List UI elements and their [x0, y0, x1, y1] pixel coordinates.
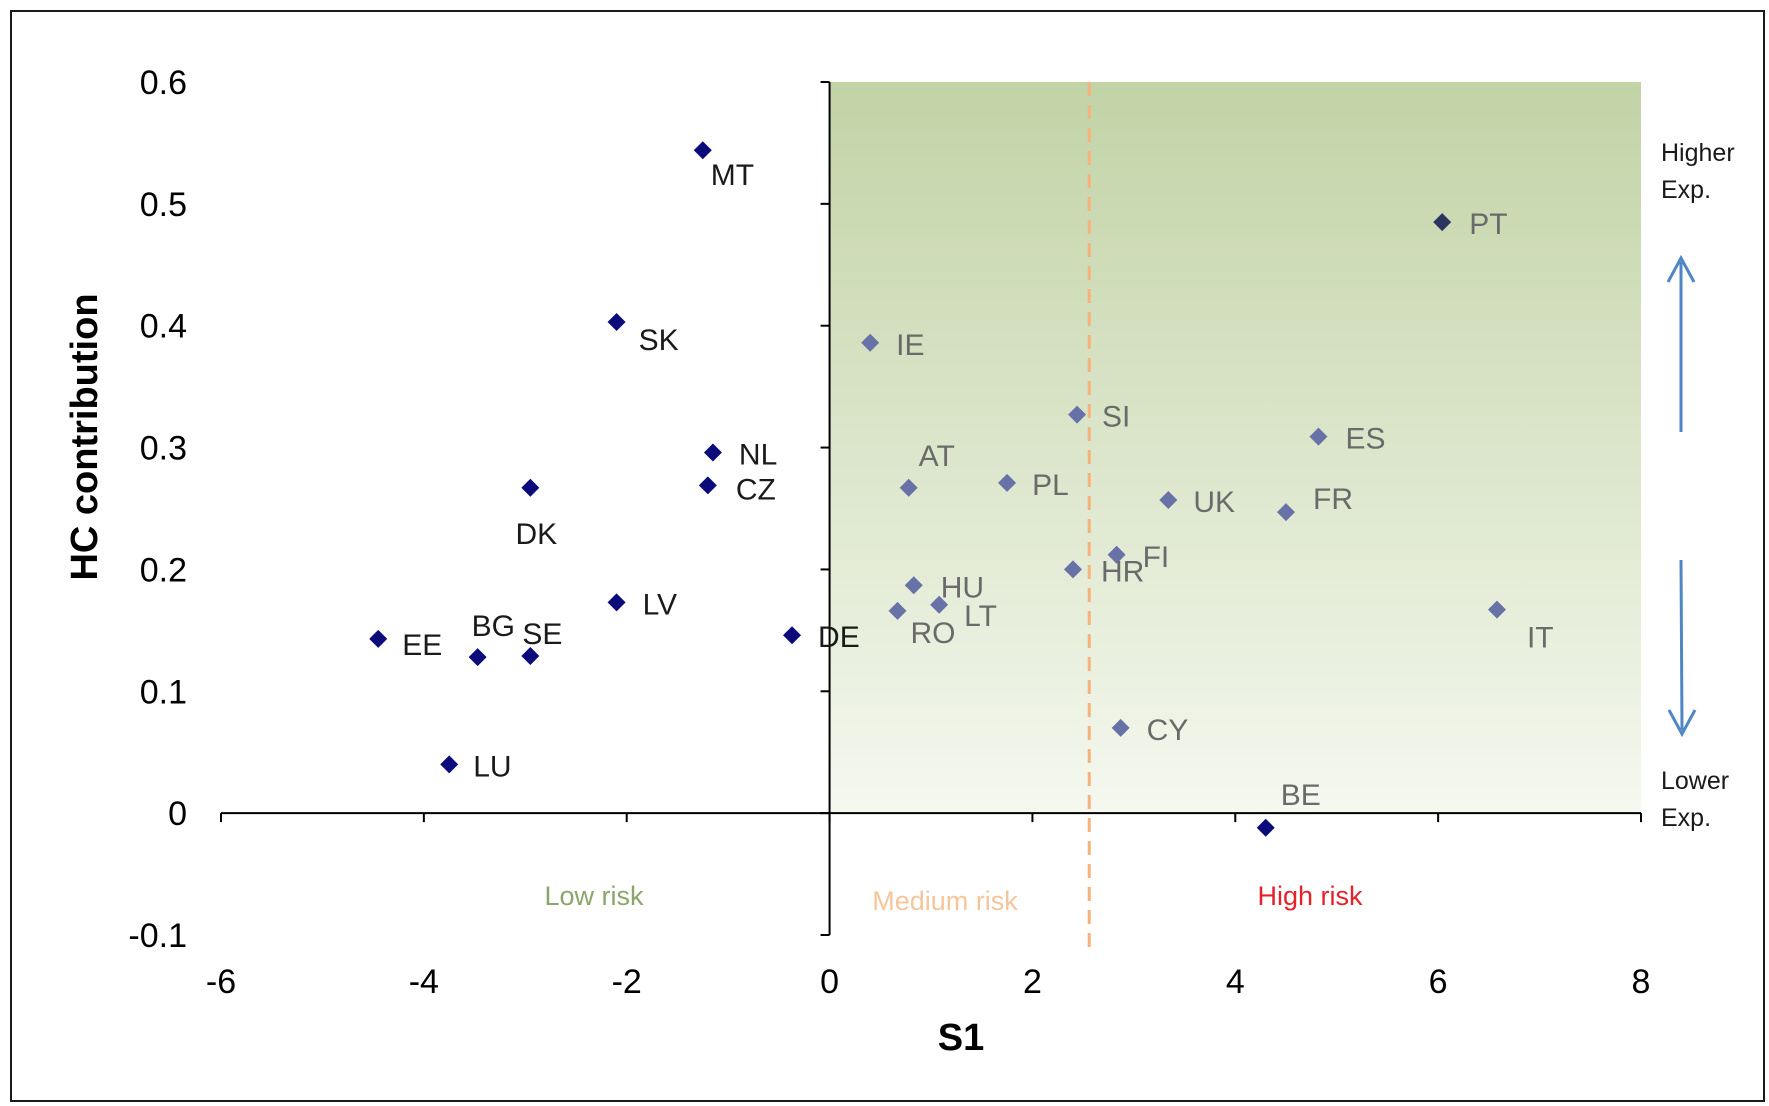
data-point-bg: [469, 648, 487, 666]
x-tick-label: -4: [409, 963, 439, 1001]
data-label-fi: FI: [1143, 541, 1170, 574]
higher-exposure-label-line2: Exp.: [1661, 176, 1711, 204]
data-point-nl: [704, 443, 722, 461]
down-arrow-shaft: [1681, 560, 1682, 730]
data-point-be: [1257, 819, 1275, 837]
x-tick-label: 4: [1226, 963, 1245, 1001]
y-tick-label: 0.3: [140, 430, 187, 468]
x-tick-label: 8: [1632, 963, 1651, 1001]
x-tick-label: 2: [1023, 963, 1042, 1001]
data-label-cz: CZ: [736, 473, 776, 506]
data-label-at: AT: [919, 440, 955, 473]
data-label-lu: LU: [473, 750, 511, 783]
data-label-dk: DK: [516, 518, 558, 551]
x-tick-label: 6: [1429, 963, 1448, 1001]
data-label-se: SE: [522, 618, 562, 651]
data-label-de: DE: [818, 621, 860, 654]
data-point-lu: [440, 755, 458, 773]
x-tick-label: -2: [612, 963, 642, 1001]
data-label-fr: FR: [1313, 483, 1353, 516]
y-tick-label: 0.5: [140, 186, 187, 224]
data-label-be: BE: [1281, 779, 1321, 812]
data-label-es: ES: [1345, 423, 1385, 456]
data-point-sk: [608, 313, 626, 331]
data-label-sk: SK: [639, 324, 679, 357]
lower-exposure-label-line1: Lower: [1661, 767, 1729, 795]
data-label-lt: LT: [964, 600, 997, 633]
data-point-de: [783, 626, 801, 644]
data-point-ee: [369, 630, 387, 648]
data-point-mt: [694, 141, 712, 159]
data-label-cy: CY: [1147, 714, 1189, 747]
y-tick-label: 0.1: [140, 673, 187, 711]
data-label-uk: UK: [1193, 486, 1235, 519]
higher-exposure-label-line1: Higher: [1661, 139, 1735, 167]
x-tick-label: -6: [206, 963, 236, 1001]
data-point-lv: [608, 593, 626, 611]
y-tick-label: 0.6: [140, 64, 187, 102]
data-label-ee: EE: [402, 629, 442, 662]
data-point-cz: [699, 476, 717, 494]
x-tick-label: 0: [820, 963, 839, 1001]
y-tick-label: 0: [168, 795, 187, 833]
data-label-lv: LV: [643, 588, 677, 621]
low-risk-label: Low risk: [544, 881, 644, 911]
data-label-si: SI: [1102, 401, 1130, 434]
high-risk-label: High risk: [1257, 881, 1363, 911]
y-tick-label: 0.4: [140, 308, 187, 346]
data-label-nl: NL: [739, 438, 777, 471]
data-label-mt: MT: [711, 159, 754, 192]
y-axis-title: HC contribution: [64, 293, 106, 580]
medium-risk-label: Medium risk: [872, 886, 1018, 916]
data-label-pl: PL: [1032, 469, 1069, 502]
data-label-ie: IE: [896, 329, 924, 362]
x-axis-title: S1: [938, 1017, 984, 1059]
data-point-dk: [521, 479, 539, 497]
data-label-ro: RO: [911, 617, 956, 650]
y-tick-label: -0.1: [128, 917, 187, 955]
data-label-bg: BG: [472, 610, 515, 643]
exposure-arrows: [1668, 258, 1695, 734]
data-label-pt: PT: [1469, 208, 1507, 241]
data-label-hr: HR: [1101, 555, 1144, 588]
lower-exposure-label-line2: Exp.: [1661, 804, 1711, 832]
y-tick-label: 0.2: [140, 551, 187, 589]
data-label-it: IT: [1527, 622, 1554, 655]
